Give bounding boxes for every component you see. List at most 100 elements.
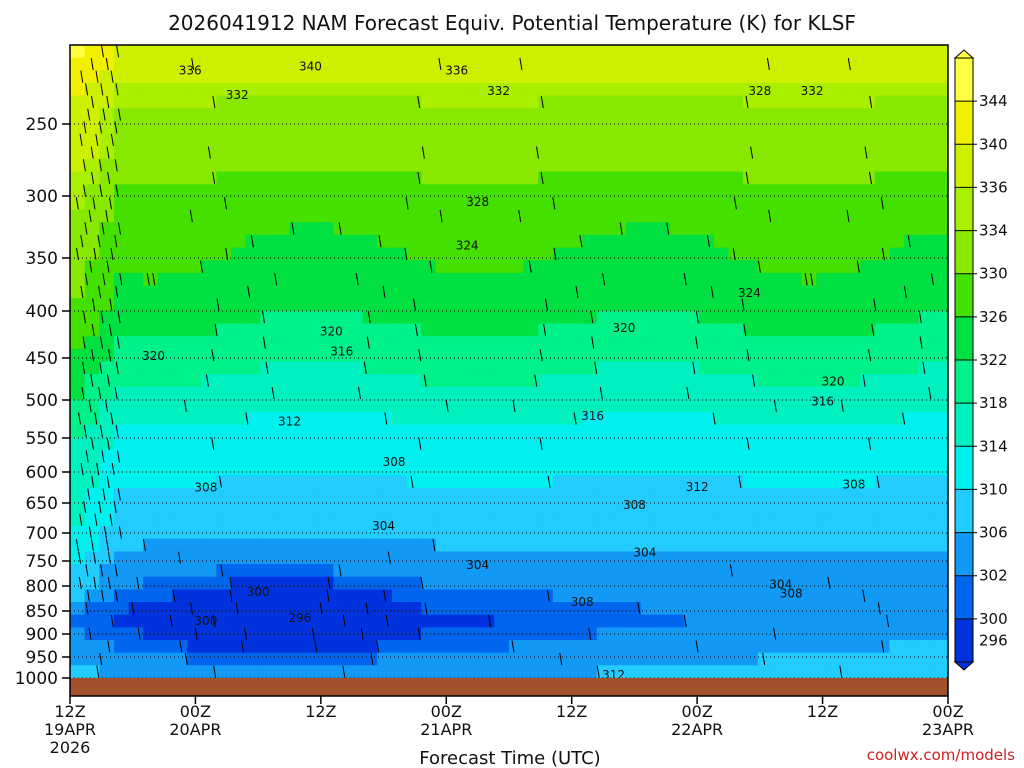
heatmap-cell — [157, 83, 173, 97]
heatmap-cell — [333, 374, 349, 388]
heatmap-cell — [933, 234, 948, 249]
heatmap-cell — [611, 564, 627, 578]
heatmap-cell — [348, 450, 364, 464]
heatmap-cell — [713, 272, 730, 287]
heatmap-cell — [523, 551, 539, 565]
heatmap-cell — [260, 602, 276, 616]
heatmap-cell — [157, 564, 173, 578]
heatmap-cell — [494, 184, 510, 198]
heatmap-cell — [728, 196, 744, 211]
heatmap-cell — [860, 336, 876, 350]
heatmap-cell — [801, 95, 817, 109]
heatmap-cell — [816, 513, 832, 527]
heatmap-cell — [801, 184, 817, 198]
heatmap-cell — [845, 184, 861, 198]
heatmap-cell — [757, 526, 773, 540]
heatmap-cell — [479, 386, 495, 401]
heatmap-cell — [787, 83, 803, 97]
heatmap-cell — [670, 45, 686, 59]
heatmap-cell — [830, 475, 847, 489]
heatmap-cell — [274, 513, 291, 527]
heatmap-cell — [509, 184, 525, 198]
heatmap-cell — [860, 196, 876, 211]
heatmap-cell — [245, 95, 261, 109]
contour-label: 316 — [581, 409, 604, 423]
heatmap-cell — [172, 640, 188, 654]
heatmap-cell — [845, 500, 861, 515]
heatmap-cell — [391, 260, 408, 274]
heatmap-cell — [889, 602, 905, 616]
heatmap-cell — [611, 602, 627, 616]
heatmap-cell — [816, 602, 832, 616]
heatmap-cell — [70, 95, 86, 109]
heatmap-cell — [391, 627, 408, 641]
heatmap-cell — [304, 399, 320, 413]
heatmap-cell — [216, 361, 232, 375]
heatmap-cell — [801, 146, 817, 160]
heatmap-cell — [450, 412, 466, 426]
heatmap-cell — [728, 285, 744, 299]
heatmap-cell — [787, 462, 803, 477]
heatmap-cell — [435, 424, 451, 439]
heatmap-cell — [99, 386, 115, 401]
heatmap-cell — [201, 298, 217, 312]
heatmap-cell — [918, 83, 934, 97]
x-tick-label: 00Z — [180, 702, 211, 721]
heatmap-cell — [318, 652, 334, 666]
heatmap-cell — [567, 564, 583, 578]
heatmap-cell — [611, 424, 627, 439]
heatmap-cell — [289, 158, 305, 173]
heatmap-cell — [128, 285, 144, 299]
heatmap-cell — [509, 336, 525, 350]
heatmap-cell — [128, 298, 144, 312]
heatmap-cell — [362, 260, 378, 274]
heatmap-cell — [450, 272, 466, 287]
heatmap-cell — [187, 348, 203, 363]
heatmap-cell — [406, 589, 422, 603]
heatmap-cell — [216, 196, 232, 211]
heatmap-cell — [421, 424, 437, 439]
heatmap-cell — [494, 576, 510, 590]
heatmap-cell — [523, 323, 539, 337]
heatmap-cell — [231, 450, 247, 464]
heatmap-cell — [684, 614, 700, 628]
heatmap-cell — [699, 361, 715, 375]
heatmap-cell — [640, 361, 656, 375]
heatmap-cell — [699, 576, 715, 590]
heatmap-cell — [509, 83, 525, 97]
heatmap-cell — [582, 399, 598, 413]
heatmap-cell — [699, 234, 715, 249]
heatmap-cell — [757, 70, 773, 84]
heatmap-cell — [450, 652, 466, 666]
heatmap-cell — [231, 133, 247, 147]
heatmap-cell — [772, 412, 788, 426]
heatmap-cell — [70, 222, 86, 236]
heatmap-cell — [713, 234, 730, 249]
heatmap-cell — [655, 412, 671, 426]
heatmap-cell — [231, 323, 247, 337]
heatmap-cell — [670, 526, 686, 540]
heatmap-cell — [274, 386, 291, 401]
heatmap-cell — [494, 386, 510, 401]
heatmap-cell — [874, 310, 890, 325]
heatmap-cell — [143, 475, 159, 489]
heatmap-cell — [157, 222, 173, 236]
heatmap-cell — [889, 146, 905, 160]
heatmap-cell — [787, 272, 803, 287]
heatmap-cell — [333, 462, 349, 477]
heatmap-cell — [113, 386, 130, 401]
heatmap-cell — [626, 437, 642, 451]
heatmap-cell — [231, 424, 247, 439]
heatmap-cell — [684, 196, 700, 211]
heatmap-cell — [494, 665, 510, 678]
heatmap-cell — [435, 614, 451, 628]
heatmap-cell — [918, 589, 934, 603]
heatmap-cell — [596, 247, 612, 261]
heatmap-cell — [567, 222, 583, 236]
heatmap-cell — [113, 652, 130, 666]
heatmap-cell — [201, 121, 217, 135]
heatmap-cell — [523, 298, 539, 312]
heatmap-cell — [582, 95, 598, 109]
heatmap-cell — [245, 374, 261, 388]
heatmap-cell — [611, 171, 627, 185]
